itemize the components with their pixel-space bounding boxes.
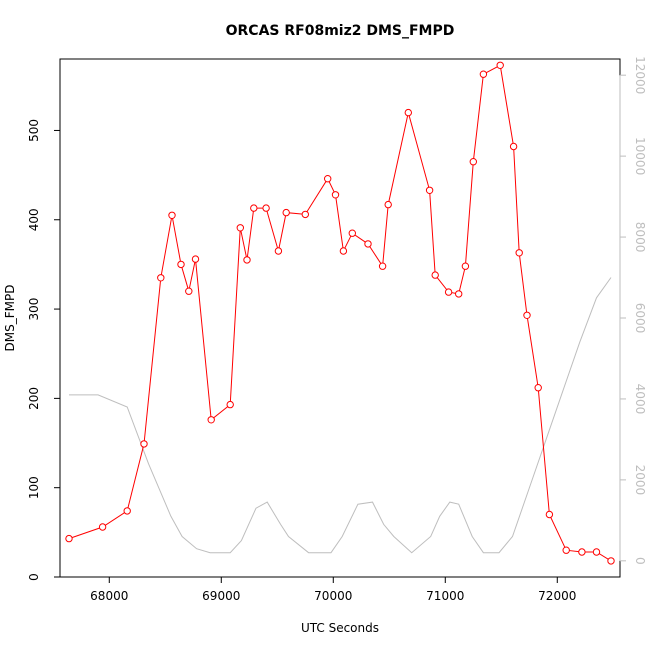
data-point	[123, 507, 131, 515]
y-tick-label: 300	[27, 298, 41, 321]
y-tick-label: 400	[27, 208, 41, 231]
x-axis-label: UTC Seconds	[301, 621, 379, 635]
data-point	[578, 548, 586, 556]
data-point	[282, 208, 290, 217]
y-tick-label: 100	[27, 476, 41, 499]
data-point	[523, 311, 531, 319]
data-point	[378, 262, 387, 270]
y-tick-label: 0	[27, 573, 41, 581]
data-point	[226, 400, 234, 409]
data-point	[431, 271, 439, 279]
y-axis-label: DMS_FMPD	[3, 285, 17, 352]
data-point	[191, 255, 200, 263]
data-point	[331, 191, 340, 199]
data-point	[168, 211, 176, 220]
data-point	[250, 204, 258, 212]
data-point	[534, 384, 542, 392]
data-point	[455, 290, 463, 298]
y2-tick-label: 2000	[633, 465, 647, 496]
data-point	[339, 247, 348, 255]
y-tick-label: 500	[27, 119, 41, 142]
data-point	[444, 288, 453, 296]
data-point	[236, 224, 245, 232]
data-point	[140, 440, 148, 448]
data-point	[364, 240, 372, 248]
y2-tick-label: 12000	[633, 56, 647, 94]
plot-frame	[59, 58, 621, 578]
y-tick-label: 200	[27, 387, 41, 410]
y2-tick-label: 10000	[633, 137, 647, 175]
data-point	[243, 256, 251, 264]
data-point	[157, 274, 165, 282]
x-axis: 68000 69000 70000 71000 72000	[90, 576, 576, 603]
y2-tick-label: 4000	[633, 384, 647, 415]
data-point	[177, 260, 185, 269]
y-axis-left: 0 100 200 300 400 500	[27, 119, 61, 581]
data-point	[545, 510, 554, 519]
data-point	[607, 557, 615, 565]
series-layer	[65, 61, 615, 565]
data-point	[496, 61, 504, 70]
x-tick-label: 72000	[538, 589, 576, 603]
data-point	[509, 142, 518, 151]
data-point	[515, 249, 523, 257]
data-point	[404, 108, 412, 117]
series-line-secondary	[69, 277, 612, 554]
y2-tick-label: 6000	[633, 303, 647, 334]
data-point	[301, 210, 309, 219]
x-tick-label: 70000	[314, 589, 352, 603]
data-point	[65, 534, 73, 543]
data-point	[324, 175, 332, 183]
x-tick-label: 69000	[202, 589, 240, 603]
data-point	[461, 262, 470, 270]
y2-tick-label: 0	[633, 557, 647, 565]
data-point	[207, 416, 215, 424]
data-point	[469, 158, 477, 166]
data-point	[592, 548, 601, 556]
data-point	[274, 247, 283, 255]
data-point	[562, 546, 570, 554]
data-point	[425, 186, 434, 195]
data-point	[479, 70, 488, 78]
y2-tick-label: 8000	[633, 222, 647, 253]
data-point	[98, 523, 107, 531]
x-tick-label: 68000	[90, 589, 128, 603]
data-point	[384, 200, 392, 209]
y-axis-right: 0 2000 4000 6000 8000 10000 12000	[619, 56, 647, 565]
x-tick-label: 71000	[426, 589, 464, 603]
data-point	[348, 229, 356, 237]
chart-title: ORCAS RF08miz2 DMS_FMPD	[226, 23, 455, 39]
data-point	[185, 287, 193, 295]
data-point	[262, 204, 270, 212]
